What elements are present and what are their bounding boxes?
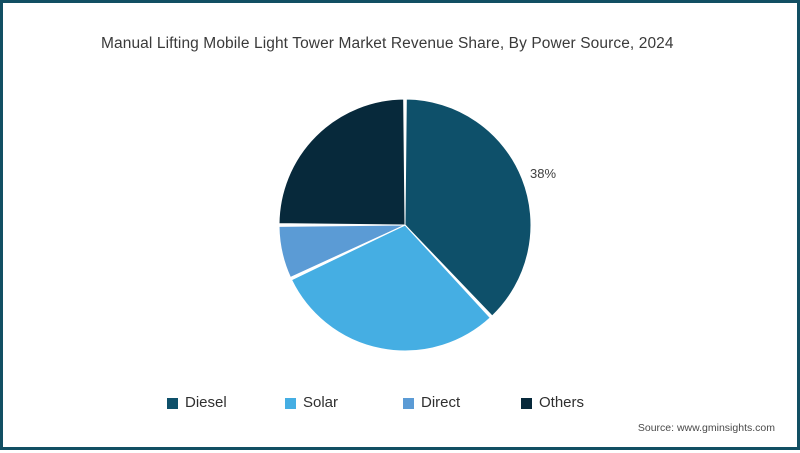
- legend-swatch-icon: [403, 397, 414, 409]
- legend-item-solar[interactable]: Solar: [285, 395, 403, 411]
- pie-slice-diesel[interactable]: [404, 98, 532, 317]
- pie-slice-others[interactable]: [278, 98, 406, 226]
- chart-legend: Diesel Solar Direct Others: [3, 395, 800, 411]
- legend-swatch-icon: [521, 397, 532, 409]
- legend-item-label: Others: [539, 394, 585, 411]
- page-title: Manual Lifting Mobile Light Tower Market…: [101, 35, 674, 52]
- legend-item-label: Solar: [303, 394, 339, 411]
- pie-slice-solar[interactable]: [290, 224, 491, 352]
- legend-item-direct[interactable]: Direct: [403, 395, 521, 411]
- source-attribution: Source: www.gminsights.com: [637, 422, 775, 434]
- legend-item-others[interactable]: Others: [521, 395, 639, 411]
- legend-swatch-icon: [285, 397, 296, 409]
- legend-item-diesel[interactable]: Diesel: [167, 395, 285, 411]
- legend-item-label: Diesel: [185, 394, 227, 411]
- pie-chart-svg: [278, 98, 532, 352]
- legend-item-label: Direct: [421, 394, 461, 411]
- slice-value-label-diesel: 38%: [530, 166, 557, 181]
- pie-slice-direct[interactable]: [278, 224, 406, 279]
- legend-swatch-icon: [167, 397, 178, 409]
- chart-canvas: Manual Lifting Mobile Light Tower Market…: [3, 3, 797, 447]
- pie-chart: [3, 3, 800, 453]
